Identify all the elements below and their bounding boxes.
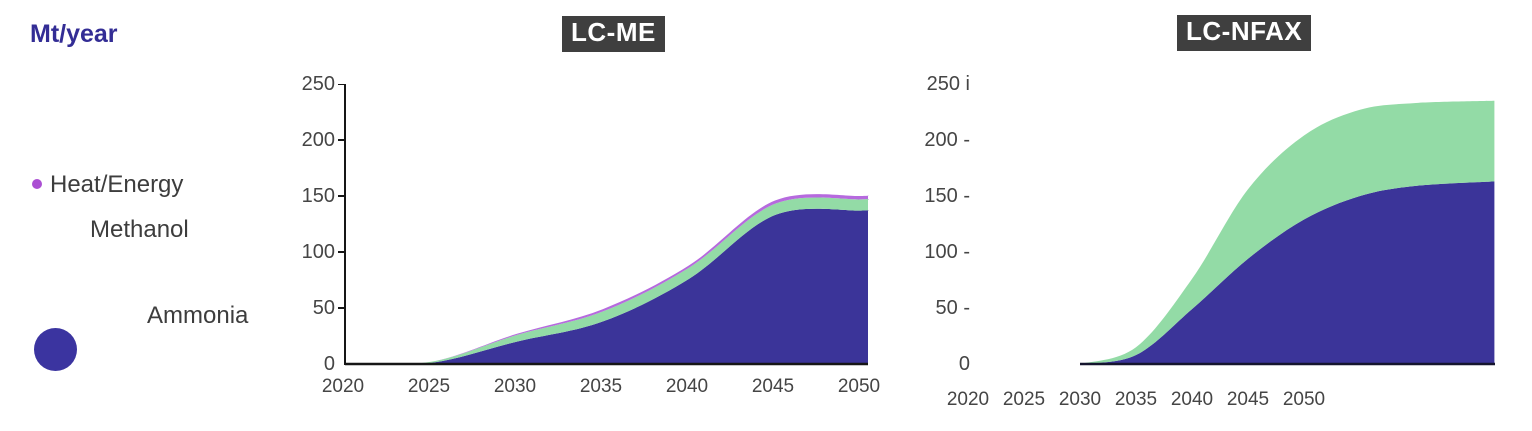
- lc-me-x-tick-label: 2035: [579, 376, 623, 397]
- lc-nfax-x-tick-label: 2035: [1114, 389, 1158, 410]
- lc-me-y-tick-label: 0: [323, 353, 335, 375]
- lc-nfax-x-tick-label: 2050: [1282, 389, 1326, 410]
- lc-me-x-tick-label: 2025: [407, 376, 451, 397]
- chart-title-lc-nfax: LC-NFAX: [1177, 15, 1312, 51]
- lc-nfax-x-tick-label: 2040: [1170, 389, 1214, 410]
- lc-me-y-tick-label: 50: [312, 297, 335, 319]
- lc-nfax-x-tick-label: 2045: [1226, 389, 1270, 410]
- lc-me-y-tick-label: 150: [301, 185, 335, 207]
- lc-me-area-ammonia: [345, 208, 869, 365]
- chart-title-lc-me: LC-ME: [562, 16, 665, 52]
- lc-me-y-tick-label: 100: [301, 241, 335, 263]
- lc-me-x-tick-label: 2030: [493, 376, 537, 397]
- ammonia-legend-circle-icon: [34, 328, 77, 371]
- lc-nfax-y-tick-label: 250 i: [926, 73, 970, 95]
- lc-nfax-x-tick-label: 2030: [1058, 389, 1102, 410]
- lc-me-plot-area: [338, 84, 869, 366]
- lc-nfax-x-tick-label: 2025: [1002, 389, 1046, 410]
- lc-nfax-y-tick-label: 150 -: [924, 185, 970, 207]
- lc-nfax-y-tick-label: 200 -: [924, 129, 970, 151]
- lc-me-y-tick-label: 250: [301, 73, 335, 95]
- lc-me-y-tick-label: 200: [301, 129, 335, 151]
- y-axis-unit-label: Mt/year: [30, 20, 118, 48]
- legend-item-heat-energy: Heat/Energy: [50, 171, 184, 198]
- lc-nfax-y-tick-label: 50 -: [935, 297, 970, 319]
- lc-nfax-y-tick-label: 0: [958, 353, 970, 375]
- legend-item-methanol: Methanol: [90, 216, 189, 243]
- lc-nfax-plot-area: [1080, 100, 1495, 366]
- lc-me-x-tick-label: 2045: [751, 376, 795, 397]
- legend-item-ammonia: Ammonia: [147, 302, 249, 329]
- lc-me-area-methanol: [345, 197, 869, 365]
- lc-nfax-area-methanol: [1080, 100, 1495, 365]
- lc-nfax-area-ammonia: [1080, 181, 1495, 364]
- lc-nfax-x-tick-label: 2020: [946, 389, 990, 410]
- heat-energy-legend-dot-icon: [32, 179, 42, 189]
- lc-me-x-tick-label: 2050: [837, 376, 881, 397]
- lc-me-x-tick-label: 2020: [321, 376, 365, 397]
- lc-me-x-tick-label: 2040: [665, 376, 709, 397]
- lc-nfax-y-tick-label: 100 -: [924, 241, 970, 263]
